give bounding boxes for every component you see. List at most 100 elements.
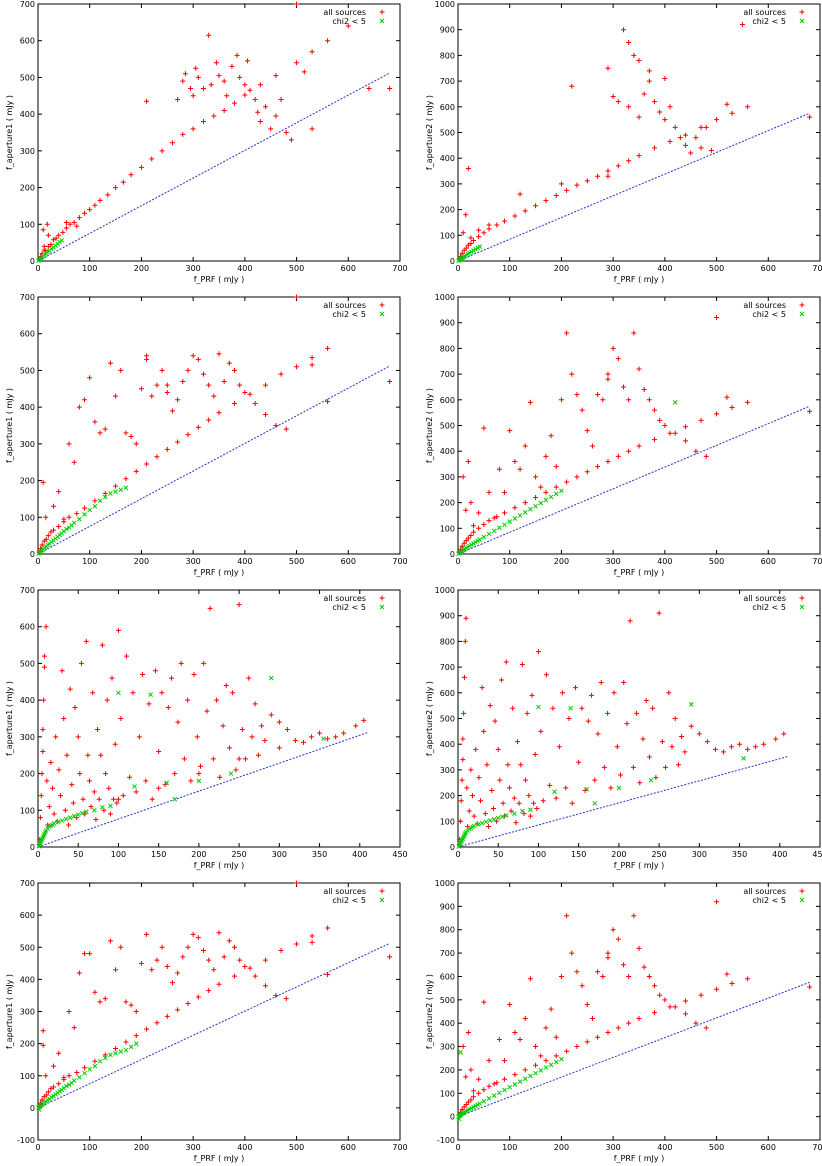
point-all-sources	[479, 685, 485, 691]
point-all-sources	[652, 1010, 658, 1016]
y-tick-label: 100	[440, 1089, 455, 1098]
point-all-sources	[461, 540, 467, 546]
point-all-sources	[115, 627, 121, 633]
point-all-sources	[547, 782, 553, 788]
y-tick-label: 200	[440, 499, 455, 508]
y-tick-label: 300	[440, 766, 455, 775]
point-chi2	[741, 755, 746, 761]
y-tick-label: 400	[440, 1019, 455, 1028]
x-tick-label: 150	[571, 850, 586, 859]
point-all-sources	[698, 417, 704, 423]
point-chi2	[543, 497, 549, 503]
point-all-sources	[92, 498, 98, 504]
point-all-sources	[216, 410, 222, 416]
point-chi2	[79, 810, 85, 816]
point-all-sources	[615, 163, 621, 169]
point-all-sources	[471, 523, 477, 529]
point-all-sources	[273, 423, 279, 428]
x-tick-label: 300	[186, 557, 201, 566]
point-all-sources	[481, 230, 487, 236]
point-all-sources	[589, 443, 595, 449]
point-all-sources	[543, 672, 549, 678]
legend-label: chi2 < 5	[332, 603, 366, 612]
x-tick-label: 500	[709, 1143, 724, 1152]
point-all-sources	[92, 1058, 98, 1064]
point-all-sources	[66, 441, 72, 447]
point-all-sources	[579, 407, 585, 413]
point-all-sources	[553, 1053, 559, 1059]
point-all-sources	[714, 899, 720, 905]
point-all-sources	[103, 771, 109, 777]
point-chi2	[97, 498, 103, 504]
point-all-sources	[543, 1025, 549, 1031]
point-chi2	[100, 804, 105, 810]
point-all-sources	[512, 458, 518, 464]
point-all-sources	[175, 719, 181, 725]
point-all-sources	[476, 510, 482, 516]
point-all-sources	[44, 778, 50, 784]
point-all-sources	[247, 87, 253, 93]
point-all-sources	[64, 752, 70, 758]
x-tick-label: 350	[732, 850, 747, 859]
point-all-sources	[292, 738, 298, 744]
x-axis-label: f_PRF ( mJy )	[614, 275, 665, 284]
legend-marker	[379, 311, 385, 317]
point-all-sources	[672, 430, 678, 436]
point-all-sources	[149, 967, 155, 973]
point-all-sources	[188, 778, 194, 784]
point-chi2	[477, 1101, 483, 1106]
point-all-sources	[185, 697, 191, 703]
y-tick-label: 200	[20, 477, 35, 486]
x-tick-label: 500	[289, 1143, 304, 1152]
point-all-sources	[471, 813, 477, 819]
point-all-sources	[113, 967, 119, 973]
series-chi2-lt-5	[456, 702, 746, 849]
point-all-sources	[605, 710, 611, 716]
chart-panel-8: 0100200300400500600700-10001002003004005…	[425, 879, 822, 1163]
point-all-sources	[585, 718, 591, 724]
point-all-sources	[309, 933, 315, 939]
point-all-sources	[471, 237, 477, 243]
point-all-sources	[595, 464, 601, 470]
point-all-sources	[226, 745, 232, 751]
point-all-sources	[729, 110, 735, 116]
point-all-sources	[242, 82, 248, 88]
point-all-sources	[133, 789, 139, 795]
point-all-sources	[263, 957, 269, 963]
point-all-sources	[688, 150, 694, 156]
point-all-sources	[626, 40, 632, 46]
point-all-sources	[626, 973, 632, 979]
point-all-sources	[627, 618, 633, 624]
point-all-sources	[753, 744, 759, 750]
point-all-sources	[206, 417, 212, 423]
point-all-sources	[86, 778, 92, 784]
y-tick-label: 300	[20, 440, 35, 449]
point-all-sources	[605, 950, 611, 956]
point-all-sources	[481, 999, 487, 1005]
point-all-sources	[361, 717, 367, 723]
point-chi2	[672, 400, 678, 405]
point-all-sources	[564, 330, 570, 336]
x-tick-label: 300	[692, 850, 707, 859]
point-all-sources	[737, 741, 743, 747]
point-all-sources	[48, 529, 54, 535]
point-chi2	[520, 808, 525, 814]
point-chi2	[75, 812, 81, 818]
y-tick-label: 100	[20, 513, 35, 522]
point-all-sources	[159, 367, 165, 373]
point-all-sources	[59, 668, 65, 674]
point-all-sources	[204, 708, 210, 714]
point-all-sources	[564, 1048, 570, 1054]
point-all-sources	[193, 65, 199, 71]
y-tick-label: 100	[440, 524, 455, 533]
point-all-sources	[111, 796, 117, 802]
y-tick-label: 200	[440, 206, 455, 215]
point-all-sources	[463, 507, 469, 513]
point-all-sources	[637, 780, 643, 786]
point-chi2	[495, 815, 501, 821]
x-tick-label: 0	[455, 850, 460, 859]
series-chi2-lt-5	[36, 1041, 139, 1112]
x-axis-label: f_PRF ( mJy )	[614, 568, 665, 577]
point-all-sources	[41, 697, 47, 703]
point-all-sources	[67, 686, 73, 692]
